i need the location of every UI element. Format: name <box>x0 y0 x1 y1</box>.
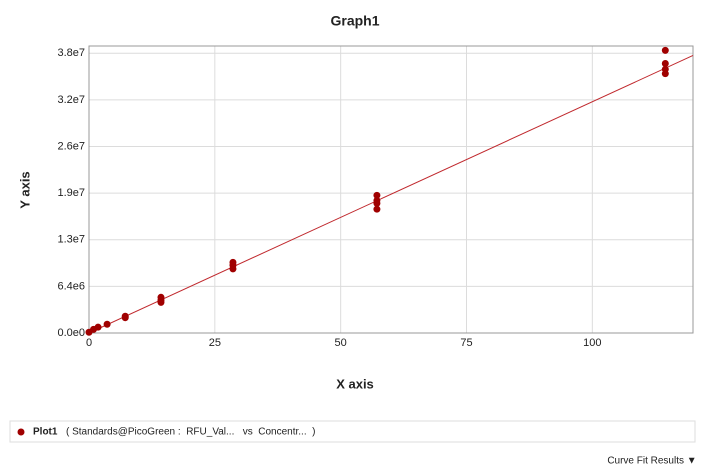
data-point <box>103 320 111 328</box>
x-tick-label: 50 <box>335 337 347 349</box>
legend-label: Plot1 <box>33 427 58 438</box>
fit-line <box>88 55 694 334</box>
x-tick-label: 25 <box>209 337 221 349</box>
x-axis-label: X axis <box>336 376 374 391</box>
x-tick-label: 100 <box>583 337 601 349</box>
legend-box <box>9 420 696 443</box>
data-point <box>229 265 237 273</box>
data-point <box>121 314 129 322</box>
legend-marker <box>17 428 25 436</box>
data-point <box>373 191 381 199</box>
x-tick-label: 0 <box>86 337 92 349</box>
y-tick-label: 2.6e7 <box>57 140 85 152</box>
legend-description: ( Standards@PicoGreen : RFU_Val... vs Co… <box>66 427 316 438</box>
data-point <box>661 70 669 78</box>
y-axis-label: Y axis <box>17 171 32 208</box>
chart-title: Graph1 <box>330 13 379 29</box>
y-tick-label: 0.0e0 <box>57 327 85 339</box>
data-point <box>661 46 669 54</box>
x-tick-label: 75 <box>460 337 472 349</box>
data-point <box>94 323 102 331</box>
data-point <box>661 59 669 67</box>
y-tick-label: 3.8e7 <box>57 47 85 59</box>
data-point <box>157 298 165 306</box>
plot-area <box>89 46 693 333</box>
y-tick-label: 3.2e7 <box>57 94 85 106</box>
data-point <box>373 205 381 213</box>
data-point <box>373 199 381 207</box>
y-tick-label: 6.4e6 <box>57 280 85 292</box>
y-tick-label: 1.3e7 <box>57 234 85 246</box>
y-tick-label: 1.9e7 <box>57 187 85 199</box>
curve-fit-button[interactable]: Curve Fit Results ▼ <box>607 456 696 467</box>
plot-border <box>88 45 694 334</box>
